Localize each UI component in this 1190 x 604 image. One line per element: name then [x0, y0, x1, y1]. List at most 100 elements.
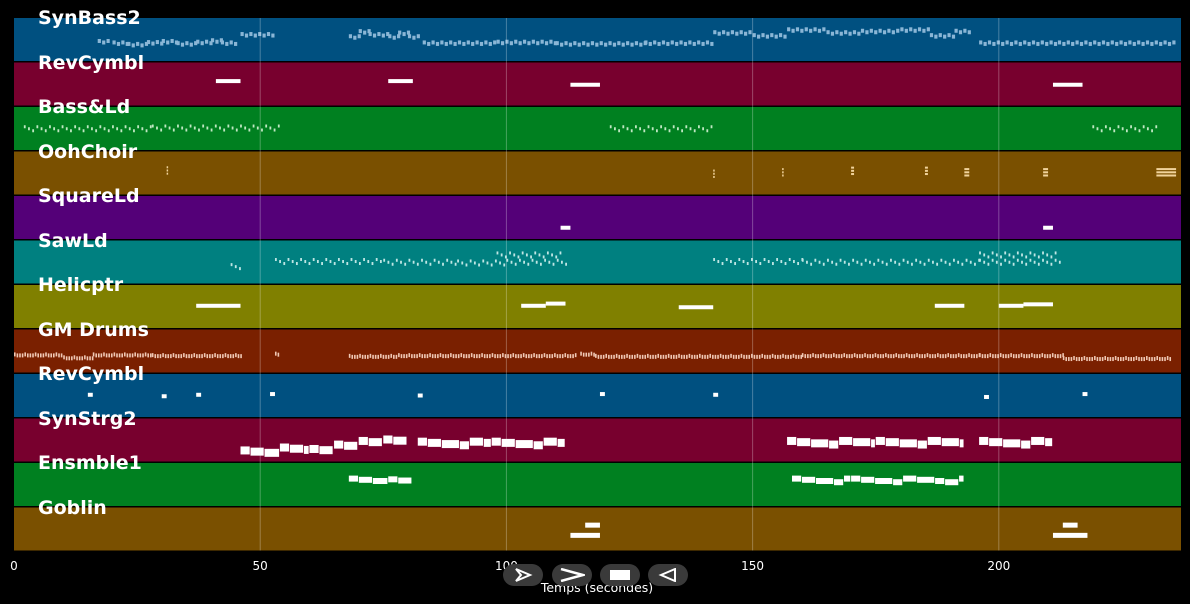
- note: [137, 125, 140, 129]
- note: [843, 260, 846, 264]
- note: [630, 42, 634, 47]
- note: [393, 354, 395, 359]
- note: [665, 354, 667, 359]
- track-lane: [14, 18, 1181, 61]
- note: [1025, 354, 1028, 359]
- note: [732, 354, 735, 359]
- note: [1100, 129, 1103, 133]
- note: [214, 124, 217, 128]
- note: [470, 353, 473, 358]
- note: [147, 353, 149, 358]
- note: [651, 127, 654, 131]
- note: [309, 444, 319, 453]
- note: [721, 262, 724, 266]
- note: [859, 354, 861, 359]
- fast-forward-button[interactable]: [552, 564, 592, 586]
- note: [146, 40, 151, 45]
- note: [657, 41, 661, 46]
- note: [172, 128, 175, 132]
- note: [517, 354, 520, 359]
- note: [780, 260, 783, 264]
- note: [580, 351, 582, 356]
- note: [374, 354, 377, 359]
- note: [1012, 354, 1015, 359]
- note: [621, 42, 625, 47]
- note: [407, 34, 412, 39]
- note: [1109, 127, 1111, 131]
- note: [223, 128, 226, 132]
- note: [693, 354, 696, 359]
- note: [979, 258, 981, 262]
- note: [992, 354, 994, 359]
- rewind-button[interactable]: [648, 564, 688, 586]
- note: [647, 353, 649, 358]
- note: [882, 354, 885, 359]
- note: [673, 354, 675, 359]
- note: [1146, 127, 1149, 131]
- note: [1021, 260, 1023, 264]
- note: [613, 354, 615, 359]
- note: [367, 260, 370, 264]
- note: [1143, 357, 1146, 362]
- note: [1012, 255, 1015, 259]
- note: [47, 353, 50, 358]
- note: [937, 353, 939, 358]
- note: [134, 352, 136, 357]
- note: [735, 31, 739, 36]
- note: [618, 354, 621, 359]
- note: [1128, 40, 1132, 45]
- note: [609, 125, 612, 129]
- note: [1068, 357, 1070, 362]
- note: [926, 353, 929, 358]
- note: [934, 303, 965, 308]
- note: [797, 354, 800, 359]
- note: [839, 31, 843, 36]
- note: [149, 353, 152, 358]
- note: [383, 258, 386, 262]
- note: [952, 354, 955, 359]
- note: [57, 129, 60, 133]
- note: [561, 354, 564, 359]
- note: [577, 42, 581, 47]
- note: [515, 354, 517, 359]
- note: [528, 354, 530, 359]
- note: [543, 437, 557, 446]
- note: [206, 126, 209, 130]
- note: [1025, 255, 1028, 259]
- note: [1044, 354, 1046, 359]
- note: [745, 354, 748, 359]
- note: [1033, 354, 1036, 359]
- note: [565, 262, 568, 266]
- note: [131, 353, 134, 358]
- note: [771, 353, 774, 358]
- note: [216, 354, 219, 359]
- note: [209, 41, 213, 46]
- note: [520, 354, 522, 359]
- note: [1140, 357, 1143, 362]
- note: [509, 354, 512, 359]
- note: [50, 353, 52, 358]
- note: [979, 353, 981, 358]
- note: [1046, 260, 1049, 264]
- note: [722, 354, 725, 359]
- note: [730, 30, 735, 35]
- note: [830, 31, 835, 36]
- note: [927, 258, 930, 262]
- note: [1014, 40, 1018, 45]
- note: [466, 40, 470, 45]
- note: [201, 354, 203, 359]
- note: [210, 38, 215, 43]
- note: [457, 354, 460, 359]
- note: [630, 129, 633, 133]
- note: [1023, 302, 1053, 307]
- note: [287, 258, 290, 262]
- play-button[interactable]: [503, 564, 543, 586]
- note: [549, 39, 553, 44]
- note: [460, 353, 463, 358]
- note: [65, 356, 68, 361]
- note: [198, 128, 200, 132]
- note: [1040, 40, 1044, 45]
- note: [871, 439, 875, 448]
- stop-button[interactable]: [600, 564, 640, 586]
